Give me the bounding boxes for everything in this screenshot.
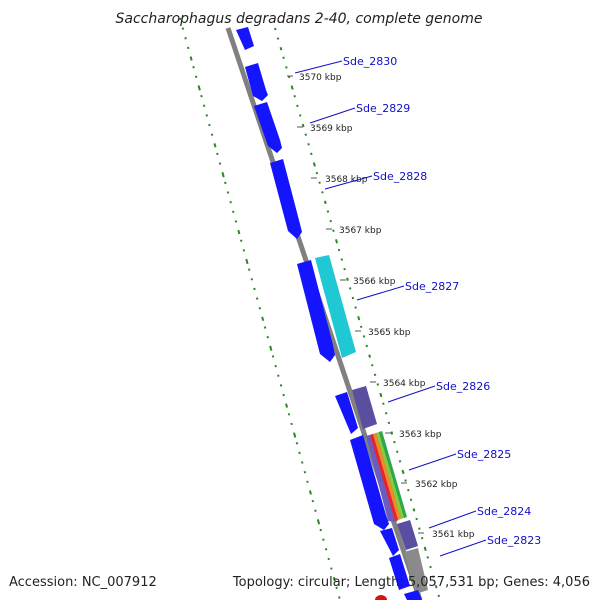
cds-feature[interactable] xyxy=(380,528,399,556)
cds-feature[interactable] xyxy=(236,27,254,50)
kbp-label: 3567 kbp xyxy=(339,226,382,236)
cds-feature[interactable] xyxy=(297,260,335,362)
map-title: Saccharophagus degradans 2-40, complete … xyxy=(116,11,483,27)
gene-label-line xyxy=(428,510,477,529)
kbp-label: 3561 kbp xyxy=(432,530,475,540)
kbp-labels: 3570 kbp 3569 kbp 3568 kbp 3567 kbp 3566 kbp… xyxy=(299,73,475,540)
gene-label-line xyxy=(408,453,457,471)
gene-label[interactable]: Sde_2827 xyxy=(405,280,459,293)
gene-label-line xyxy=(294,60,343,74)
gene-label[interactable]: Sde_2829 xyxy=(356,102,410,115)
gene-labels: Sde_2830 Sde_2829 Sde_2828 Sde_2827 Sde_2826… xyxy=(343,55,541,547)
gene-label-line xyxy=(309,107,356,124)
kbp-label: 3569 kbp xyxy=(310,124,353,134)
genome-summary-label: Topology: circular; Length: 5,057,531 bp… xyxy=(232,575,590,590)
cds-feature[interactable] xyxy=(315,255,356,358)
cds-feature[interactable] xyxy=(270,159,302,239)
kbp-label: 3570 kbp xyxy=(299,73,342,83)
gene-label-line xyxy=(387,385,436,403)
gene-label[interactable]: Sde_2824 xyxy=(477,505,531,518)
cds-feature[interactable] xyxy=(335,392,358,434)
kbp-label: 3565 kbp xyxy=(368,328,411,338)
kbp-label: 3564 kbp xyxy=(383,379,426,389)
gene-label[interactable]: Sde_2830 xyxy=(343,55,397,68)
kbp-label: 3562 kbp xyxy=(415,480,458,490)
pathway-stripes xyxy=(370,431,407,521)
cds-feature[interactable] xyxy=(404,590,422,600)
gene-label-line xyxy=(324,175,373,190)
kbp-label: 3568 kbp xyxy=(325,175,368,185)
kbp-label: 3563 kbp xyxy=(399,430,442,440)
gene-label[interactable]: Sde_2823 xyxy=(487,534,541,547)
cds-feature[interactable] xyxy=(397,520,418,550)
gc-content-track xyxy=(179,17,441,599)
cds-feature[interactable] xyxy=(350,435,389,530)
cds-feature[interactable] xyxy=(245,63,268,101)
gene-label-line xyxy=(356,285,405,301)
kbp-ticks xyxy=(287,75,424,534)
gene-label-lines xyxy=(294,60,487,557)
cds-feature[interactable] xyxy=(404,548,428,594)
gene-label[interactable]: Sde_2825 xyxy=(457,448,511,461)
gene-label[interactable]: Sde_2828 xyxy=(373,170,427,183)
cds-feature[interactable] xyxy=(389,554,410,590)
kbp-label: 3566 kbp xyxy=(353,277,396,287)
gene-label[interactable]: Sde_2826 xyxy=(436,380,490,393)
cds-feature-highlight[interactable] xyxy=(375,595,387,600)
cds-feature[interactable] xyxy=(254,102,282,153)
cds-feature[interactable] xyxy=(352,386,377,429)
accession-label: Accession: NC_007912 xyxy=(9,575,157,590)
gene-label-line xyxy=(439,539,487,557)
